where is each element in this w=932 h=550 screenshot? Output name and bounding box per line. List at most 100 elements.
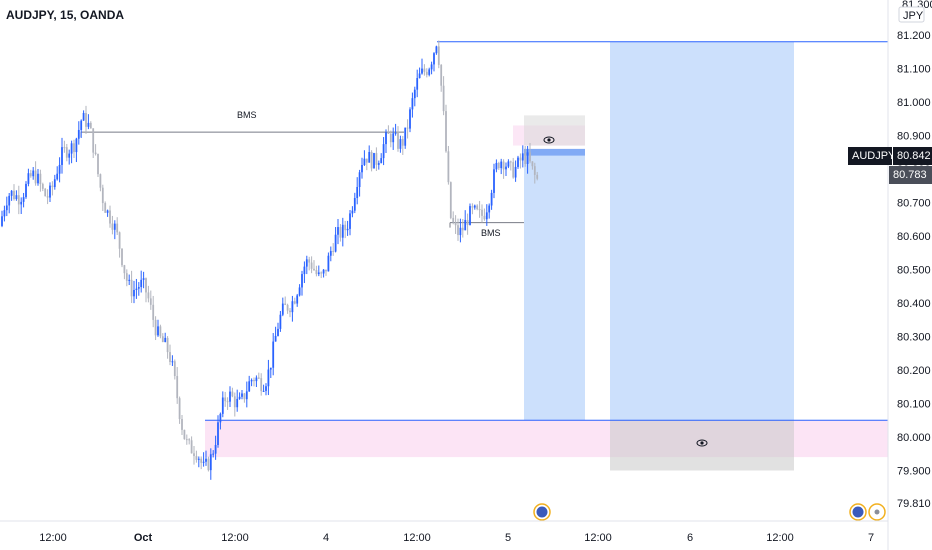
price-axis[interactable]: 81.20081.10081.00080.90080.80080.70080.6… [897,30,931,510]
candle-body [284,303,287,305]
currency-box[interactable] [898,6,925,23]
candle-body [387,132,390,134]
candle-body [452,217,455,223]
price-tick-label: 80.900 [897,131,931,143]
zone-2[interactable] [524,148,585,421]
candle-body [207,458,210,471]
candle-body [346,228,349,231]
position-stop-area[interactable] [524,115,585,146]
position-entry-band[interactable] [524,148,585,156]
candle-body [529,152,531,162]
candle-body [337,227,339,235]
candle-body [445,111,447,152]
candle-body [147,292,150,299]
bms-label-right: BMS [481,228,501,238]
time-tick-label: 12:00 [403,532,431,544]
time-tick-label: 12:00 [584,532,612,544]
price-tick-label: 80.300 [897,332,931,344]
candle-body [373,153,375,169]
candle-body [435,46,438,54]
secondary-price-tag[interactable]: 80.783 [889,166,932,184]
candle-body [533,166,536,175]
candle-body [303,266,306,275]
candle-body [471,206,474,208]
candle-body [34,170,37,184]
candle-body [394,132,397,134]
event-flag-icon[interactable] [849,503,867,521]
candle-body [51,185,54,188]
candle-body [233,396,236,408]
candle-body [514,166,517,178]
price-tick-label: 79.900 [897,466,931,478]
candle-body [262,390,265,392]
candle-body [411,98,414,110]
candle-body [377,163,380,165]
candle-body [353,198,356,211]
candle-body [260,378,263,392]
time-axis[interactable]: 12:00 Oct 12:00 4 12:00 5 12:00 6 12:00 7 [39,532,874,544]
candle-body [106,210,109,213]
candle-body [449,182,452,218]
candle-body [116,223,119,233]
position-stop-area[interactable] [610,420,794,471]
price-tick-label: 80.000 [897,432,931,444]
eye-icon[interactable] [543,136,555,144]
zone-3[interactable] [610,41,794,421]
event-flag-icon[interactable] [533,503,551,521]
candle-body [315,269,318,275]
candle-body [286,304,289,311]
candle-body [65,147,68,158]
candle-body [87,122,90,127]
candle-body [358,172,361,188]
candle-body [224,397,227,402]
candle-body [133,290,135,297]
candle-body [433,53,435,65]
candle-body [490,192,493,206]
candle-body [356,187,359,199]
eye-icon[interactable] [696,439,708,447]
candle-body [157,326,159,336]
candle-body [257,377,260,379]
candle-body [461,227,464,231]
candle-body [392,133,395,143]
candle-body [197,458,200,460]
candle-body [181,419,183,430]
candle-body [253,379,255,382]
candle-body [109,210,111,224]
time-tick-label: 4 [323,532,329,544]
candle-body [104,203,107,213]
candle-body [437,46,440,65]
candle-body [195,456,198,460]
candle-body [401,139,404,146]
candle-body [111,223,114,230]
candle-body [385,132,387,145]
candle-body [320,272,323,274]
candle-body [212,453,215,455]
candle-body [334,234,337,252]
candle-body [3,210,6,217]
candle-body [512,162,515,178]
candle-body [442,85,445,112]
event-dot-icon[interactable] [868,503,886,521]
candle-body [125,273,128,281]
candle-body [425,71,428,75]
candle-body [185,439,188,441]
candle-body [39,173,42,185]
candle-body [322,269,325,274]
time-tick-label: 6 [687,532,693,544]
candle-body [209,454,212,471]
candle-body [56,173,59,180]
candle-body [423,68,426,72]
candle-body [380,158,383,164]
candle-body [524,153,527,164]
candle-body [219,413,222,423]
candle-body [265,386,267,391]
zones-layer [205,41,888,471]
last-price-tag[interactable]: 80.842 [893,147,932,165]
candle-body [241,393,243,397]
candle-body [447,151,450,183]
candle-body [214,444,217,454]
symbol-tag[interactable]: AUDJPY [848,147,895,165]
candle-body [296,295,299,304]
